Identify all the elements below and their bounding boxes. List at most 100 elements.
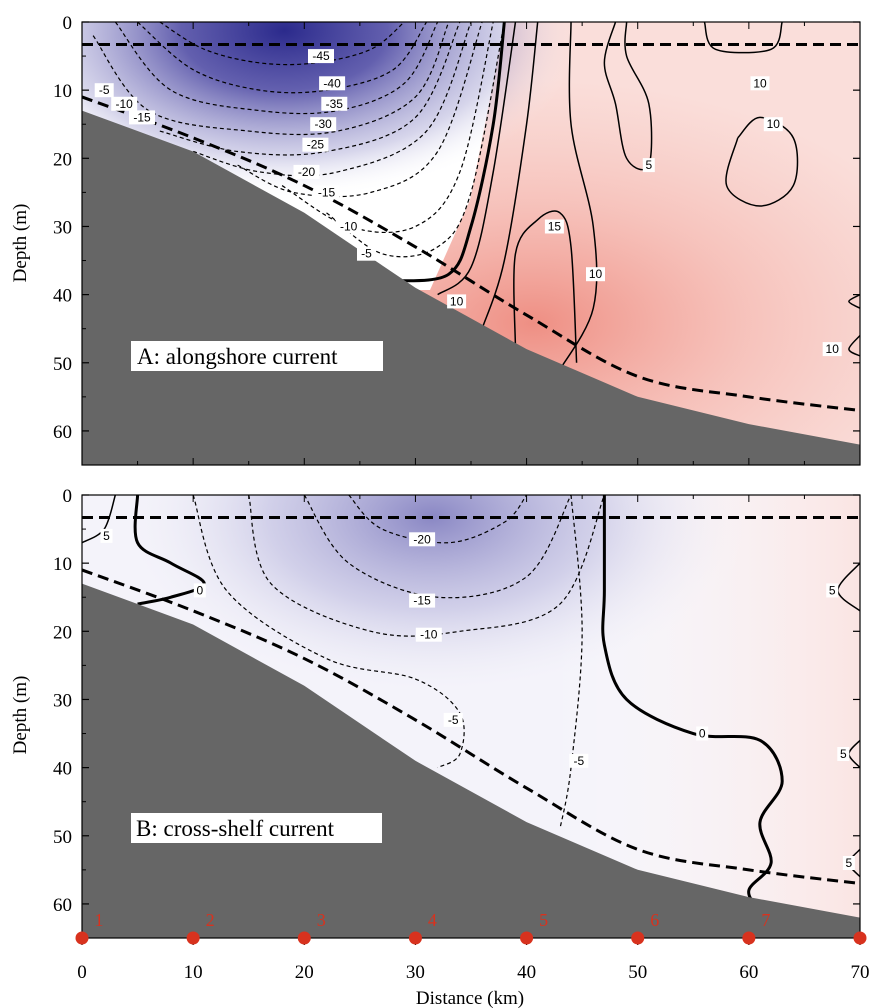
contour-label: -15 [133, 110, 151, 124]
contour-line-negative [237, 22, 483, 198]
x-tick-label: 30 [406, 962, 425, 983]
contour-label: 0 [699, 727, 706, 741]
contour-label-box [319, 76, 346, 91]
y-tick-label: 0 [63, 486, 73, 507]
contour-label-box [193, 583, 206, 598]
contour-label: -15 [318, 185, 336, 199]
contour-label-box [544, 219, 564, 234]
panel-b-label: B: cross-shelf current [136, 816, 335, 841]
contour-line-negative [137, 22, 428, 94]
contour-label: 5 [103, 529, 110, 543]
contour-label-box [586, 267, 605, 282]
y-tick-label: 20 [53, 149, 72, 170]
contour-label: -5 [448, 713, 459, 727]
contour-label: -30 [315, 117, 333, 131]
contour-line-zero [601, 495, 784, 912]
contour-line-positive [603, 22, 653, 171]
contour-label: -15 [413, 594, 431, 608]
contour-line-positive [703, 22, 783, 54]
contour-label: -25 [307, 138, 325, 152]
contour-label-box [763, 117, 783, 132]
station-label: 6 [650, 910, 659, 930]
contour-label-box [842, 856, 855, 870]
panel-a-label: A: alongshore current [137, 344, 338, 369]
station-marker [520, 931, 534, 945]
contour-label: 5 [846, 856, 853, 870]
y-tick-label: 40 [53, 286, 72, 307]
lower-dashed-line [82, 95, 860, 412]
panel-b-ylabel: Depth (m) [10, 676, 31, 755]
contour-line-zero [133, 495, 206, 606]
contour-label-box [696, 726, 709, 741]
station-marker [631, 931, 645, 945]
contour-label-box [293, 164, 320, 179]
contour-line-negative [114, 22, 439, 115]
panel-b-label-box [131, 813, 382, 843]
contour-label: 15 [548, 220, 562, 234]
y-tick-label: 30 [53, 217, 72, 238]
station-label: 5 [539, 910, 548, 930]
contour-label-box [129, 110, 155, 125]
panel-b-seafloor [82, 583, 860, 938]
panel-a-ylabel: Depth (m) [10, 204, 31, 283]
contour-label-box [310, 117, 337, 132]
panel-a-seafloor [82, 110, 860, 465]
contour-label-box [308, 49, 334, 64]
contour-label: -5 [573, 754, 584, 768]
station-label: 7 [761, 910, 770, 930]
y-tick-label: 30 [53, 690, 72, 711]
contour-line-positive [725, 116, 799, 207]
contour-label-box [447, 294, 467, 309]
y-tick-label: 40 [53, 759, 72, 780]
contour-label-box [826, 583, 839, 598]
contour-label-box [443, 712, 463, 727]
contour-label: 10 [753, 76, 767, 90]
contour-label: 5 [829, 583, 836, 597]
contour-line-positive [848, 335, 860, 357]
contour-label: -10 [420, 628, 438, 642]
contour-label-box [642, 158, 655, 173]
contour-line-negative [92, 22, 450, 136]
contour-label: -20 [413, 532, 431, 546]
contour-label: 5 [840, 747, 847, 761]
y-tick-label: 0 [63, 13, 73, 34]
contour-label-box [750, 76, 770, 91]
contour-label-box [837, 747, 850, 761]
station-label: 1 [95, 910, 104, 930]
contour-label-box [111, 96, 138, 111]
contour-label-box [321, 96, 348, 111]
contour-line-negative [159, 22, 405, 66]
contour-label: -5 [361, 247, 372, 261]
contour-label-box [94, 83, 114, 98]
contour-line-positive [513, 210, 578, 363]
contour-label-box [100, 528, 113, 543]
station-label: 4 [428, 910, 437, 930]
y-tick-label: 60 [53, 895, 72, 916]
x-tick-label: 0 [77, 962, 87, 983]
contour-line-negative [559, 495, 583, 830]
contour-label: -10 [116, 97, 134, 111]
contour-label-box [313, 185, 340, 200]
x-axis-label: Distance (km) [416, 988, 524, 1008]
station-marker [186, 931, 200, 945]
contour-label: 0 [196, 583, 203, 597]
x-tick-label: 40 [517, 962, 536, 983]
panel-alongshore: -45-40-35-30-25-20-15-10-5-5-10-15151010… [10, 13, 861, 466]
contour-label: -5 [99, 83, 110, 97]
station-marker [742, 931, 756, 945]
contour-label-box [409, 532, 436, 547]
contour-label: 5 [645, 158, 652, 172]
y-tick-label: 50 [53, 827, 72, 848]
contour-label: -20 [298, 165, 316, 179]
contour-line-negative [192, 22, 472, 177]
y-tick-label: 10 [53, 81, 72, 102]
station-marker [853, 931, 867, 945]
contour-label: -40 [323, 76, 341, 90]
contour-line-positive [437, 22, 517, 296]
contour-label-box [415, 627, 442, 642]
contour-line-positive [848, 293, 860, 309]
y-tick-label: 20 [53, 622, 72, 643]
y-tick-label: 10 [53, 554, 72, 575]
